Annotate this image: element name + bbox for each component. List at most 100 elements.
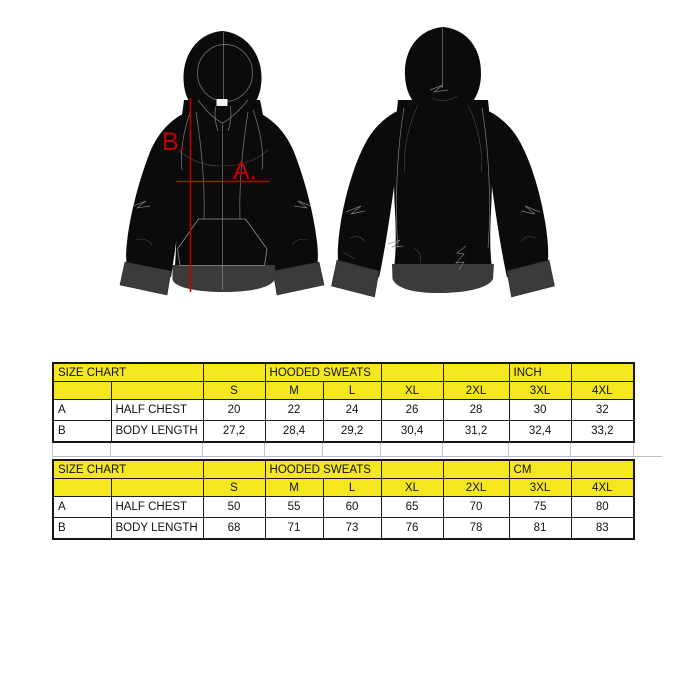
size-header: M [264,478,324,497]
front-left-cuff [119,261,172,296]
size-table-cm: SIZE CHART HOODED SWEATS CM S M L XL 2XL… [52,459,636,540]
value-cell: 78 [442,517,510,540]
size-header: XL [380,478,444,497]
hoodie-diagram: B. A. [119,27,555,298]
product-title: HOODED SWEATS [264,362,382,382]
front-hem-band [172,265,275,292]
value-cell: 71 [264,517,324,540]
back-hood-wrinkle [429,84,449,93]
value-cell: 20 [202,399,266,421]
value-cell: 76 [380,517,444,540]
empty-cell [52,381,112,400]
size-header: S [202,478,266,497]
front-right-cuff [272,261,325,296]
front-torso [173,100,274,269]
back-right-sleeve [466,104,549,278]
spreadsheet-gap-row [52,443,662,457]
unit-label: CM [508,459,572,479]
kangaroo-pocket [177,218,268,266]
empty-cell [52,478,112,497]
back-left-hem-hook [413,247,422,264]
value-cell: 75 [508,496,572,518]
front-left-panel-seam [195,111,205,220]
size-chart-title: SIZE CHART [52,459,204,479]
value-cell: 29,2 [322,420,382,443]
value-cell: 50 [202,496,266,518]
row-label: HALF CHEST [110,496,204,518]
front-left-forearm-wrinkle [135,238,153,246]
front-chest-wrinkle-left [177,149,222,167]
value-cell: 30 [508,399,572,421]
empty-cell [380,362,444,382]
size-header: 2XL [442,478,510,497]
row-key: A [52,496,112,518]
value-cell: 32,4 [508,420,572,443]
empty-cell [202,459,266,479]
front-left-armhole-seam [181,109,192,171]
value-cell: 80 [570,496,635,518]
product-title: HOODED SWEATS [264,459,382,479]
back-right-elbow-wrinkle [520,205,541,215]
front-right-elbow-wrinkle [293,200,312,209]
empty-cell [110,478,204,497]
row-key: A [52,399,112,421]
measurement-label-a: A. [233,157,257,185]
back-hem-band [392,264,494,294]
size-chart-title: SIZE CHART [52,362,204,382]
value-cell: 28,4 [264,420,324,443]
back-left-cuff-wrinkle [342,251,356,260]
drawstring-right [227,105,232,132]
front-right-panel-seam [239,111,249,220]
hoodie-front [119,31,325,296]
back-right-forearm-wrinkle [520,236,537,243]
front-chest-wrinkle-right [222,149,269,167]
unit-label: INCH [508,362,572,382]
back-left-panel-seam [396,107,405,249]
size-header: L [322,381,382,400]
value-cell: 27,2 [202,420,266,443]
size-header: L [322,478,382,497]
back-hood [404,27,482,106]
size-header: 4XL [570,478,635,497]
value-cell: 55 [264,496,324,518]
size-header: M [264,381,324,400]
value-cell: 81 [508,517,572,540]
back-left-sleeve [337,104,420,278]
back-left-forearm-wrinkle [349,236,366,243]
back-right-panel-seam [481,107,490,249]
value-cell: 28 [442,399,510,421]
size-table-inch: SIZE CHART HOODED SWEATS INCH S M L XL 2… [52,362,636,443]
empty-cell [110,381,204,400]
front-right-armhole-seam [252,109,263,171]
value-cell: 22 [264,399,324,421]
back-right-cuff [506,259,555,298]
value-cell: 68 [202,517,266,540]
back-left-cuff [331,259,380,298]
measurement-overlay: B. A. [162,98,270,292]
row-label: HALF CHEST [110,399,204,421]
value-cell: 33,2 [570,420,635,443]
value-cell: 26 [380,399,444,421]
row-label: BODY LENGTH [110,420,204,443]
size-header: 3XL [508,478,572,497]
size-header: 3XL [508,381,572,400]
measurement-label-b: B. [162,128,186,156]
value-cell: 83 [570,517,635,540]
back-neck-seam [431,95,458,101]
size-header: XL [380,381,444,400]
value-cell: 31,2 [442,420,510,443]
neck-label [216,99,228,106]
back-torso [394,100,492,267]
empty-cell [442,362,510,382]
back-right-armhole-seam [467,104,483,173]
row-label: BODY LENGTH [110,517,204,540]
hoodie-back [331,27,555,298]
back-left-armhole-seam [403,104,419,173]
empty-cell [202,362,266,382]
back-left-hem-wrinkle [387,239,404,248]
front-hood [183,31,262,109]
value-cell: 70 [442,496,510,518]
front-left-elbow-wrinkle [132,200,151,209]
row-key: B [52,420,112,443]
